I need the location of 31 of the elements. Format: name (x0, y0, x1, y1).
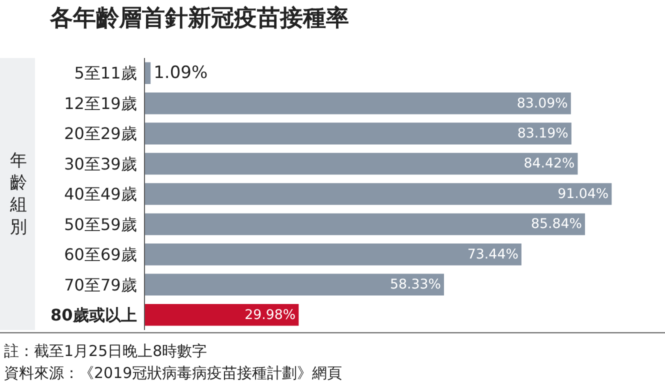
data-label: 83.19% (517, 126, 568, 142)
data-label: 73.44% (467, 247, 518, 262)
y-tick-label: 5至11歲 (74, 64, 137, 83)
data-label: 29.98% (244, 308, 296, 323)
bar (145, 274, 444, 296)
bar (145, 244, 522, 266)
y-tick-label: 30至39歲 (64, 154, 137, 174)
bar (145, 213, 586, 236)
data-label: 85.84% (530, 217, 582, 232)
data-label: 83.09% (516, 96, 568, 112)
source-note: 資料來源：《2019冠狀病毒病疫苗接種計劃》網頁 (4, 364, 342, 382)
bar (145, 183, 612, 205)
y-tick-label: 12至19歲 (64, 94, 137, 113)
y-tick-label: 40至49歲 (64, 184, 137, 204)
bar (145, 152, 578, 175)
bar (145, 304, 299, 326)
bar (145, 122, 572, 144)
y-tick-label: 50至59歲 (64, 214, 137, 234)
y-tick-label: 70至79歲 (64, 275, 137, 294)
data-label: 84.42% (524, 156, 575, 172)
bar (145, 92, 571, 114)
data-label: 91.04% (558, 186, 609, 202)
y-tick-label: 20至29歲 (64, 124, 137, 144)
chart-title: 各年齡層首針新冠疫苗接種率 (48, 4, 349, 32)
bar (145, 62, 151, 84)
data-label: 1.09% (154, 63, 208, 84)
data-label: 58.33% (390, 278, 441, 293)
text: 註：截至1月25日晚上8時數字 (4, 342, 208, 360)
y-tick-label: 60至69歲 (64, 245, 137, 264)
y-tick-label: 80歲或以上 (50, 305, 137, 324)
y-axis-title: 年齡組別 (9, 151, 27, 238)
